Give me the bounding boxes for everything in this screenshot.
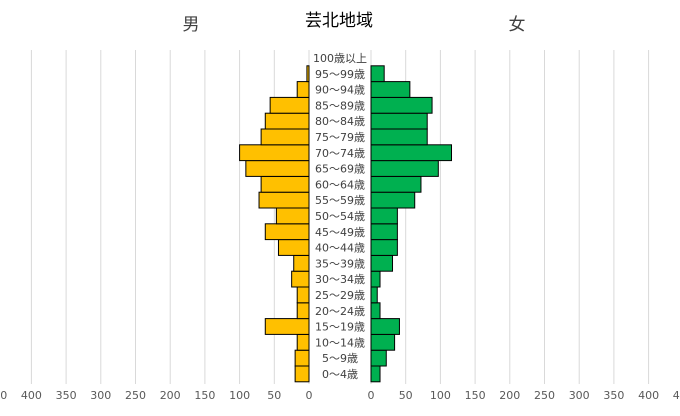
bar-male-16 bbox=[264, 112, 310, 130]
category-label-11: 55～59歳 bbox=[315, 194, 365, 207]
bar-female-3 bbox=[370, 318, 400, 335]
bar-female-17 bbox=[370, 96, 433, 114]
bar-male-0 bbox=[294, 365, 310, 383]
category-label-8: 40～44歳 bbox=[315, 242, 365, 255]
bar-female-11 bbox=[370, 191, 416, 209]
tick-label-left-9: 50 bbox=[267, 389, 281, 402]
category-label-19: 95～99歳 bbox=[315, 68, 365, 81]
category-label-4: 20～24歳 bbox=[315, 305, 365, 318]
male-label: 男 bbox=[183, 15, 200, 35]
axis-tick-labels: 5004504003503002502001501005000501001502… bbox=[0, 389, 680, 402]
bar-male-10 bbox=[275, 207, 310, 225]
bars bbox=[239, 65, 453, 383]
tick-label-right-2: 100 bbox=[430, 389, 451, 402]
category-label-5: 25～29歳 bbox=[315, 289, 365, 302]
bar-male-7 bbox=[293, 254, 310, 272]
bar-female-8 bbox=[370, 239, 398, 256]
category-label-0: 0～4歳 bbox=[322, 368, 358, 381]
bar-female-14 bbox=[370, 144, 453, 162]
category-label-9: 45～49歳 bbox=[315, 226, 365, 239]
bar-male-4 bbox=[296, 302, 310, 320]
category-label-20: 100歳以上 bbox=[313, 52, 367, 65]
tick-label-right-1: 50 bbox=[399, 389, 413, 402]
category-label-17: 85～89歳 bbox=[315, 99, 365, 112]
bar-male-19 bbox=[306, 65, 310, 83]
tick-label-left-4: 300 bbox=[90, 389, 111, 402]
bar-female-15 bbox=[370, 128, 428, 146]
bar-male-17 bbox=[269, 96, 310, 114]
category-label-6: 30～34歳 bbox=[315, 273, 365, 286]
category-label-18: 90～94歳 bbox=[315, 84, 365, 97]
tick-label-right-4: 200 bbox=[499, 389, 520, 402]
bar-female-2 bbox=[370, 333, 396, 351]
bar-male-18 bbox=[296, 81, 310, 98]
tick-label-left-10: 0 bbox=[306, 389, 313, 402]
category-label-16: 80～84歳 bbox=[315, 115, 365, 128]
bar-female-4 bbox=[370, 302, 381, 320]
tick-label-right-7: 350 bbox=[603, 389, 624, 402]
category-label-2: 10～14歳 bbox=[315, 336, 365, 349]
tick-label-left-7: 150 bbox=[194, 389, 215, 402]
tick-label-left-5: 250 bbox=[125, 389, 146, 402]
bar-male-9 bbox=[264, 223, 310, 241]
category-label-10: 50～54歳 bbox=[315, 210, 365, 223]
category-label-14: 70～74歳 bbox=[315, 147, 365, 160]
bar-male-2 bbox=[296, 333, 310, 351]
chart-title: 芸北地域 bbox=[305, 11, 373, 31]
bar-female-10 bbox=[370, 207, 398, 225]
tick-label-right-5: 250 bbox=[534, 389, 555, 402]
bar-female-1 bbox=[370, 349, 387, 367]
bar-female-6 bbox=[370, 270, 381, 288]
tick-label-left-3: 350 bbox=[56, 389, 77, 402]
bar-male-3 bbox=[264, 318, 310, 335]
bar-female-19 bbox=[370, 65, 385, 83]
bar-male-14 bbox=[239, 144, 310, 162]
category-label-15: 75～79歳 bbox=[315, 131, 365, 144]
female-label: 女 bbox=[509, 15, 526, 35]
bar-female-5 bbox=[370, 286, 378, 304]
tick-label-left-1: 450 bbox=[0, 389, 7, 402]
bar-male-1 bbox=[294, 349, 310, 367]
bar-male-12 bbox=[260, 175, 310, 193]
category-label-13: 65～69歳 bbox=[315, 163, 365, 176]
tick-label-left-8: 100 bbox=[229, 389, 250, 402]
tick-label-right-9: 450 bbox=[673, 389, 680, 402]
bar-male-8 bbox=[277, 239, 310, 256]
tick-label-right-6: 300 bbox=[569, 389, 590, 402]
bar-female-9 bbox=[370, 223, 398, 241]
tick-label-right-3: 150 bbox=[465, 389, 486, 402]
bar-female-0 bbox=[370, 365, 381, 383]
tick-label-right-0: 0 bbox=[368, 389, 375, 402]
tick-label-right-8: 400 bbox=[638, 389, 659, 402]
category-labels: 0～4歳 5～9歳 10～14歳 15～19歳 20～24歳 25～29歳 30～34歳 35… bbox=[313, 52, 367, 381]
bar-male-5 bbox=[296, 286, 310, 304]
bar-female-16 bbox=[370, 112, 428, 130]
bar-male-15 bbox=[260, 128, 310, 146]
category-label-3: 15～19歳 bbox=[315, 321, 365, 334]
bar-male-6 bbox=[291, 270, 310, 288]
tick-label-left-6: 200 bbox=[160, 389, 181, 402]
bar-female-18 bbox=[370, 81, 411, 98]
category-label-7: 35～39歳 bbox=[315, 257, 365, 270]
bar-female-13 bbox=[370, 160, 439, 177]
bar-male-13 bbox=[245, 160, 310, 177]
bar-male-11 bbox=[258, 191, 310, 209]
tick-label-left-2: 400 bbox=[21, 389, 42, 402]
bar-female-7 bbox=[370, 254, 394, 272]
bar-female-12 bbox=[370, 175, 422, 193]
category-label-12: 60～64歳 bbox=[315, 178, 365, 191]
category-label-1: 5～9歳 bbox=[322, 352, 358, 365]
